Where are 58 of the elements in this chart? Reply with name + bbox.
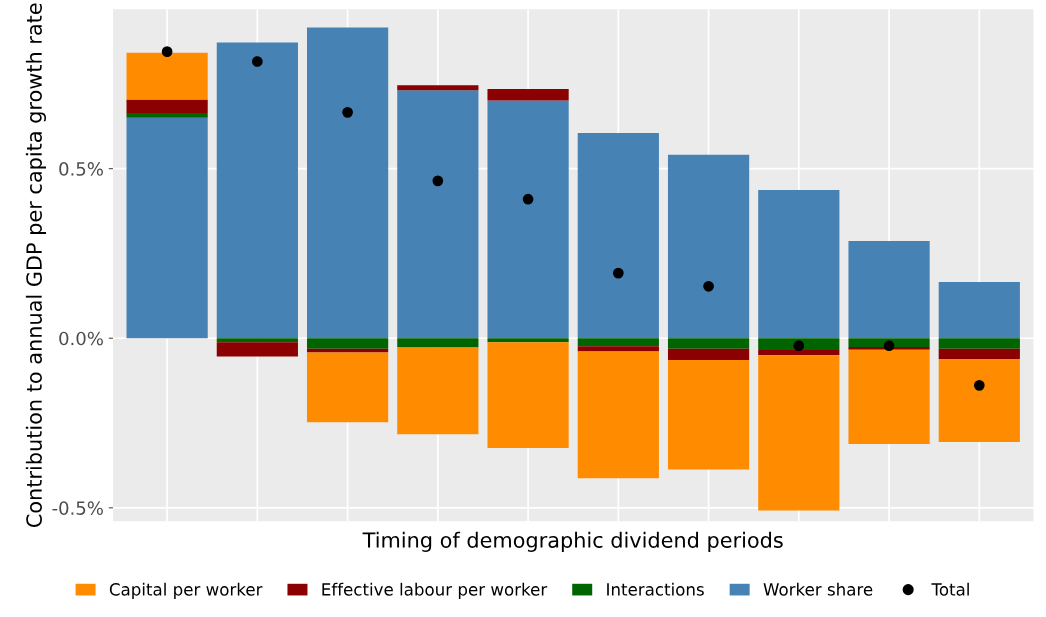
bar [216,42,298,339]
bar [848,338,930,348]
legend-label: Worker share [763,582,873,596]
bar [848,347,930,350]
bar [667,348,750,360]
bar [577,351,659,479]
bar [848,349,930,445]
bar [126,113,208,118]
bar [667,359,750,470]
bar [758,190,840,339]
legend-label: Capital per worker [109,582,263,599]
bar [397,338,479,348]
point [612,267,624,279]
y-tick-label: -0.5% [52,501,103,515]
bar [397,85,479,91]
bar [758,338,840,351]
point [522,193,534,205]
point [161,46,173,58]
bar [938,358,1020,442]
bar [938,281,1020,339]
bar [577,346,659,352]
bar [306,352,389,423]
bar [397,90,479,339]
point [883,340,895,352]
legend-label: Interactions [607,582,704,596]
bar [487,338,569,343]
bar [216,338,298,343]
legend-label: Total [931,582,969,596]
point [252,56,263,67]
point [342,107,353,118]
bar [938,338,1020,349]
bar [126,117,208,339]
bar [126,99,208,114]
y-axis-title: Contribution to annual GDP per capita growth rate [25,3,46,528]
bar [758,350,840,356]
bar [667,338,750,349]
bar [487,100,569,339]
legend-label: Effective labour per worker [322,582,548,599]
x-axis-title: Timing of demographic dividend periods [362,531,783,552]
bar [938,348,1020,359]
bar [487,88,569,101]
point [703,280,714,292]
bar [306,27,389,339]
bar [306,338,389,349]
bar [397,347,479,435]
bar [848,240,930,339]
bar [667,154,750,339]
bar [758,355,840,511]
bar [126,52,208,100]
point [973,380,985,391]
y-tick-label: 0.0% [59,331,103,346]
bar [577,133,659,339]
y-tick-label: 0.5% [59,162,103,176]
bar [216,342,298,357]
bar [577,338,659,347]
bar [487,342,569,449]
point [793,340,805,352]
point [432,175,444,187]
